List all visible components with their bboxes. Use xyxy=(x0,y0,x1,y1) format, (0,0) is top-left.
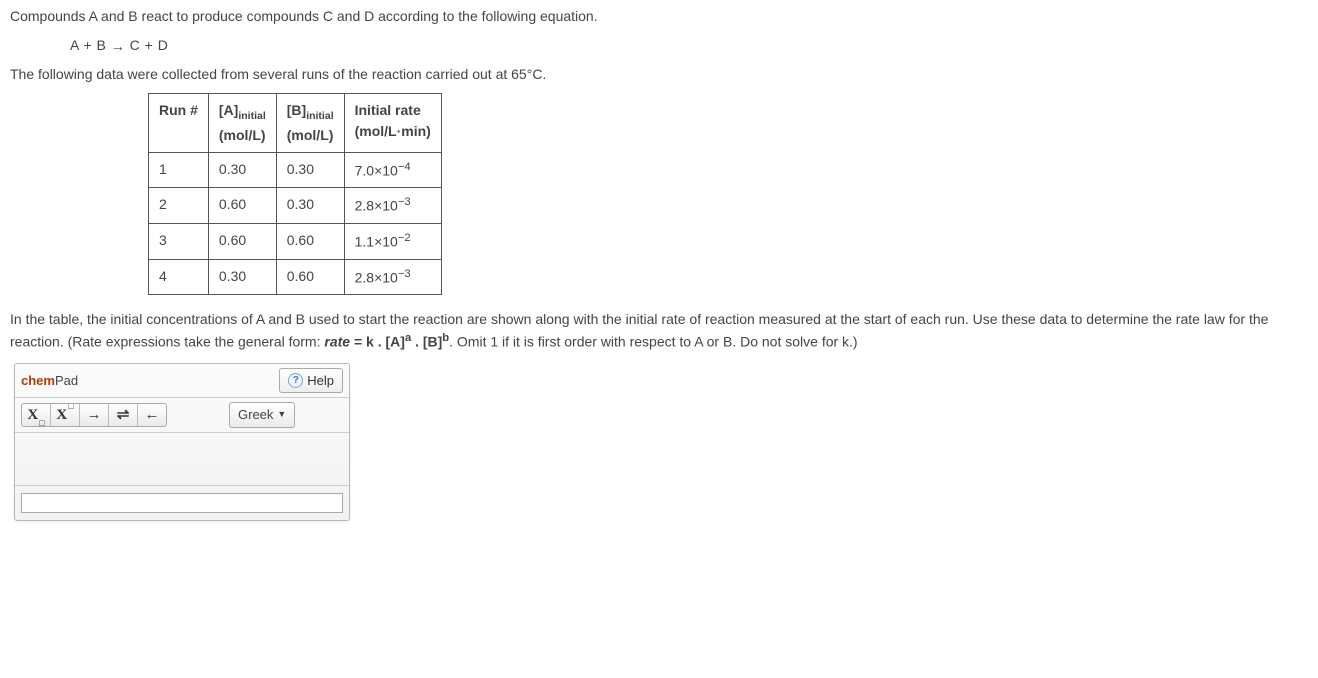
cell-run: 2 xyxy=(149,188,209,224)
a-unit: (mol/L) xyxy=(219,127,266,143)
equilibrium-arrow-button[interactable]: ⇌ xyxy=(109,404,138,426)
question-prompt: In the table, the initial concentrations… xyxy=(10,309,1308,353)
caret-down-icon: ▼ xyxy=(277,408,286,422)
equation-rhs: C + D xyxy=(130,37,169,53)
symbol-button-group: X□ X□ → ⇌ ← xyxy=(21,403,167,427)
intro-text: Compounds A and B react to produce compo… xyxy=(10,6,1308,27)
cell-a: 0.30 xyxy=(208,152,276,188)
rate-unit: (mol/L·min) xyxy=(355,123,431,139)
table-row: 30.600.601.1×10−2 xyxy=(149,223,442,259)
cell-rate: 1.1×10−2 xyxy=(344,223,441,259)
equation-lhs: A + B xyxy=(70,37,106,53)
superscript-button[interactable]: X□ xyxy=(51,404,80,426)
cell-b: 0.60 xyxy=(276,259,344,295)
col-b-initial: [B]initial (mol/L) xyxy=(276,94,344,153)
right-arrow-button[interactable]: → xyxy=(80,404,109,426)
col-a-initial: [A]initial (mol/L) xyxy=(208,94,276,153)
cell-a: 0.60 xyxy=(208,188,276,224)
cell-b: 0.30 xyxy=(276,188,344,224)
greek-label: Greek xyxy=(238,405,273,425)
left-arrow-button[interactable]: ← xyxy=(138,404,166,426)
chempad-title-chem: chem xyxy=(21,373,55,388)
cell-a: 0.60 xyxy=(208,223,276,259)
cell-run: 4 xyxy=(149,259,209,295)
a-subscript: initial xyxy=(238,110,265,122)
col-rate: Initial rate (mol/L·min) xyxy=(344,94,441,153)
prompt-part2: . Omit 1 if it is first order with respe… xyxy=(449,334,857,350)
chempad-header: chemPad ? Help xyxy=(15,364,349,399)
answer-input[interactable] xyxy=(21,493,343,513)
cell-rate: 2.8×10−3 xyxy=(344,259,441,295)
b-unit: (mol/L) xyxy=(287,127,334,143)
reaction-equation: A + B → C + D xyxy=(70,35,1308,56)
cell-run: 1 xyxy=(149,152,209,188)
eq-mid: = k . [A] xyxy=(350,334,405,350)
greek-dropdown[interactable]: Greek ▼ xyxy=(229,402,295,428)
reaction-arrow-icon: → xyxy=(111,36,126,57)
cell-a: 0.30 xyxy=(208,259,276,295)
chempad-toolbar: X□ X□ → ⇌ ← Greek ▼ xyxy=(15,398,349,433)
rate-label: Initial rate xyxy=(355,102,421,118)
help-button[interactable]: ? Help xyxy=(279,368,343,394)
context-text: The following data were collected from s… xyxy=(10,64,1308,85)
cell-b: 0.30 xyxy=(276,152,344,188)
rate-data-table: Run # [A]initial (mol/L) [B]initial (mol… xyxy=(148,93,442,295)
b-subscript: initial xyxy=(306,110,333,122)
rate-word: rate xyxy=(324,334,350,350)
subscript-button[interactable]: X□ xyxy=(22,404,51,426)
chempad-title-pad: Pad xyxy=(55,373,78,388)
table-row: 20.600.302.8×10−3 xyxy=(149,188,442,224)
cell-rate: 2.8×10−3 xyxy=(344,188,441,224)
table-row: 10.300.307.0×10−4 xyxy=(149,152,442,188)
table-header-row: Run # [A]initial (mol/L) [B]initial (mol… xyxy=(149,94,442,153)
cell-b: 0.60 xyxy=(276,223,344,259)
cell-run: 3 xyxy=(149,223,209,259)
cell-rate: 7.0×10−4 xyxy=(344,152,441,188)
col-run: Run # xyxy=(149,94,209,153)
help-icon: ? xyxy=(288,373,303,388)
chempad-widget: chemPad ? Help X□ X□ → ⇌ ← Greek ▼ xyxy=(14,363,350,521)
chempad-title: chemPad xyxy=(21,371,279,391)
table-row: 40.300.602.8×10−3 xyxy=(149,259,442,295)
chempad-preview xyxy=(15,433,349,486)
eq-dot: . [B] xyxy=(411,334,442,350)
help-label: Help xyxy=(307,371,334,391)
